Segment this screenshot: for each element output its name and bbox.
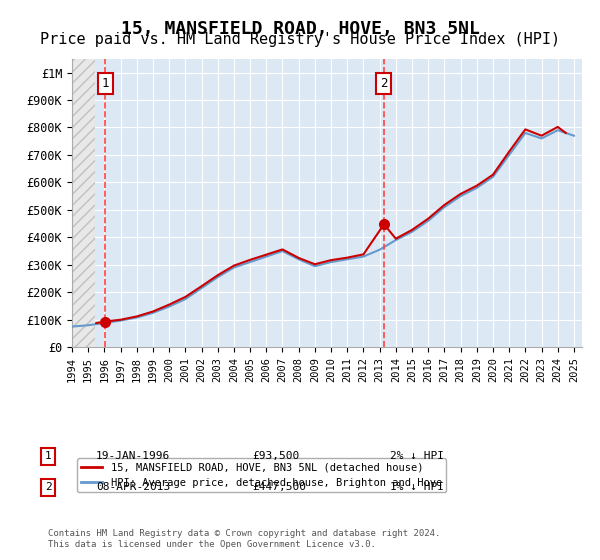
Text: 1% ↓ HPI: 1% ↓ HPI — [390, 482, 444, 492]
Text: 08-APR-2013: 08-APR-2013 — [96, 482, 170, 492]
Text: 15, MANSFIELD ROAD, HOVE, BN3 5NL: 15, MANSFIELD ROAD, HOVE, BN3 5NL — [121, 20, 479, 38]
Text: Contains HM Land Registry data © Crown copyright and database right 2024.
This d: Contains HM Land Registry data © Crown c… — [48, 529, 440, 549]
Text: 1: 1 — [101, 77, 109, 90]
Text: 2% ↓ HPI: 2% ↓ HPI — [390, 451, 444, 461]
Legend: 15, MANSFIELD ROAD, HOVE, BN3 5NL (detached house), HPI: Average price, detached: 15, MANSFIELD ROAD, HOVE, BN3 5NL (detac… — [77, 459, 446, 492]
Text: £93,500: £93,500 — [252, 451, 299, 461]
Text: 1: 1 — [44, 451, 52, 461]
Bar — [72, 59, 95, 347]
Text: 2: 2 — [44, 482, 52, 492]
Text: Price paid vs. HM Land Registry's House Price Index (HPI): Price paid vs. HM Land Registry's House … — [40, 32, 560, 48]
Text: 2: 2 — [380, 77, 388, 90]
Text: £447,500: £447,500 — [252, 482, 306, 492]
Text: 19-JAN-1996: 19-JAN-1996 — [96, 451, 170, 461]
